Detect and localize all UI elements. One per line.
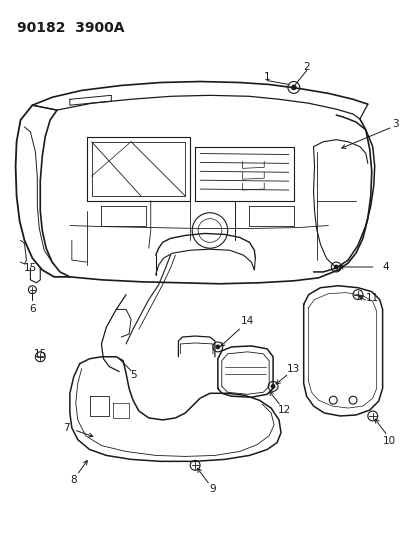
Circle shape (271, 385, 274, 388)
Text: 6: 6 (29, 304, 36, 314)
Circle shape (216, 345, 219, 349)
Text: 8: 8 (70, 475, 77, 485)
Text: 7: 7 (64, 423, 70, 433)
Text: 10: 10 (382, 435, 395, 446)
Text: 14: 14 (240, 316, 254, 326)
Text: 1: 1 (263, 71, 270, 82)
Circle shape (334, 265, 337, 269)
Text: 12: 12 (277, 405, 290, 415)
Circle shape (291, 85, 295, 90)
Text: 90182  3900A: 90182 3900A (17, 21, 124, 35)
Text: 4: 4 (381, 262, 388, 272)
Text: 3: 3 (391, 119, 398, 129)
Text: 15: 15 (24, 263, 37, 273)
Text: 2: 2 (303, 62, 309, 72)
Text: 15: 15 (33, 349, 47, 359)
Text: 9: 9 (209, 484, 216, 494)
Text: 13: 13 (287, 364, 300, 374)
Text: 11: 11 (365, 293, 378, 303)
Text: 5: 5 (129, 369, 136, 379)
